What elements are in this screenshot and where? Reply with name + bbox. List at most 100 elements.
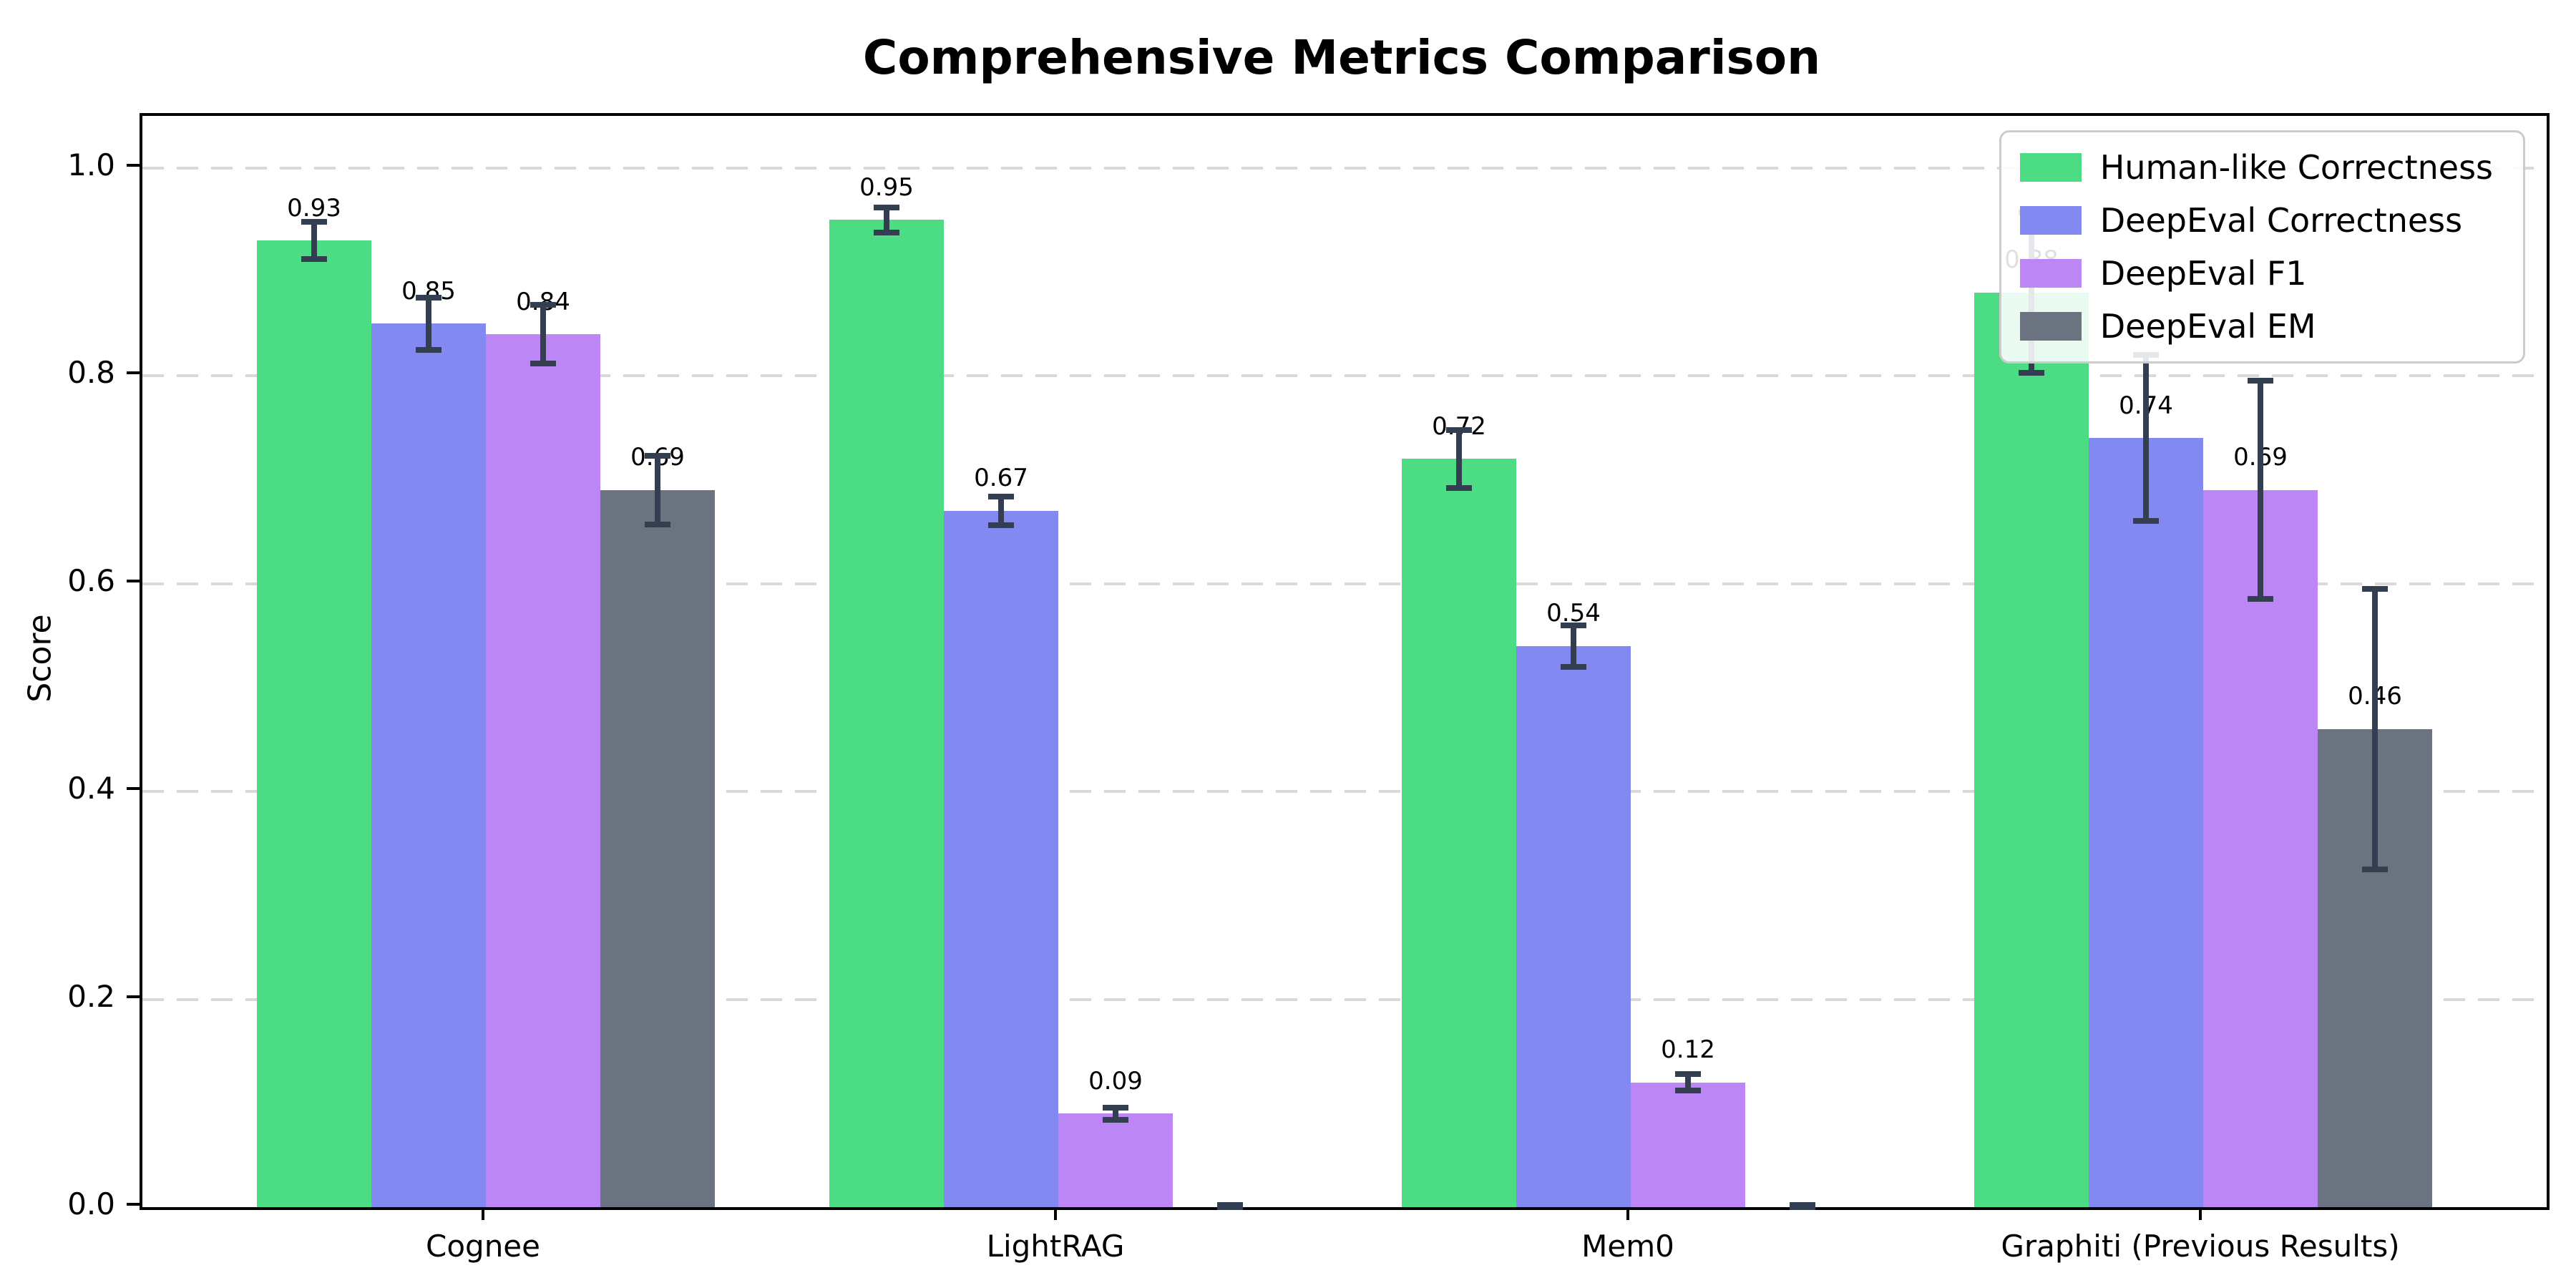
error-bar-cap-bottom bbox=[1561, 663, 1586, 670]
bar-human-like-correctness-mem0 bbox=[1402, 459, 1516, 1207]
error-bar-line bbox=[1685, 1074, 1691, 1091]
bar-human-like-correctness-lightrag bbox=[829, 220, 944, 1207]
error-bar-cap-top bbox=[301, 219, 327, 225]
error-bar-cap-top bbox=[530, 302, 556, 308]
error-bar-cap-bottom bbox=[1103, 1117, 1128, 1123]
bar-human-like-correctness-graphiti-previous-results bbox=[1974, 292, 2089, 1207]
chart-title: Comprehensive Metrics Comparison bbox=[862, 30, 1821, 85]
error-bar-line bbox=[884, 207, 889, 233]
error-bar-cap-top bbox=[645, 452, 670, 459]
legend-label: DeepEval EM bbox=[2099, 307, 2316, 346]
y-tick-label: 1.0 bbox=[67, 147, 115, 182]
y-tick-mark bbox=[127, 787, 140, 791]
error-bar-cap-top bbox=[1446, 426, 1472, 433]
error-bar-line bbox=[2143, 355, 2149, 522]
x-tick-mark bbox=[2199, 1207, 2202, 1220]
y-tick-mark bbox=[127, 163, 140, 167]
error-bar-cap-bottom bbox=[2133, 518, 2159, 525]
legend-label: DeepEval F1 bbox=[2099, 254, 2307, 293]
error-bar-line bbox=[2258, 381, 2263, 600]
error-bar-line bbox=[998, 496, 1004, 526]
y-tick-label: 0.2 bbox=[67, 978, 115, 1014]
gridline-0.6 bbox=[142, 582, 2547, 585]
value-label-human-like-correctness-cognee: 0.93 bbox=[287, 193, 341, 223]
gridline-0.8 bbox=[142, 374, 2547, 378]
value-label-human-like-correctness-lightrag: 0.95 bbox=[859, 172, 914, 202]
y-axis: 0.0 0.2 0.4 0.6 0.8 1.0 bbox=[0, 113, 140, 1221]
y-tick-mark bbox=[127, 995, 140, 998]
bar-human-like-correctness-cognee bbox=[257, 240, 371, 1207]
gridline-0.4 bbox=[142, 790, 2547, 794]
error-bar-cap-top bbox=[1675, 1071, 1701, 1078]
y-tick-label: 0.4 bbox=[67, 771, 115, 806]
bar-deepeval-f1-mem0 bbox=[1631, 1082, 1745, 1207]
legend-item-deepeval-em: DeepEval EM bbox=[2019, 307, 2493, 346]
error-bar-line bbox=[2372, 588, 2378, 869]
bar-deepeval-f1-cognee bbox=[486, 334, 600, 1207]
error-bar-cap-bottom bbox=[2362, 866, 2388, 872]
error-bar-cap-bottom bbox=[2248, 596, 2273, 602]
y-tick-label: 0.8 bbox=[67, 355, 115, 391]
error-bar-cap-top bbox=[2248, 378, 2273, 384]
y-tick-mark bbox=[127, 371, 140, 375]
bar-deepeval-correctness-graphiti-previous-results bbox=[2089, 438, 2203, 1207]
error-bar-cap-bottom bbox=[1675, 1088, 1701, 1094]
y-tick-label: 0.6 bbox=[67, 562, 115, 598]
legend-item-deepeval-correctness: DeepEval Correctness bbox=[2019, 201, 2493, 240]
x-tick-label-graphiti-previous-results: Graphiti (Previous Results) bbox=[2001, 1229, 2400, 1264]
y-tick-label: 0.0 bbox=[67, 1186, 115, 1221]
error-bar-cap-bottom bbox=[1217, 1204, 1243, 1210]
error-bar-cap-top bbox=[2362, 585, 2388, 592]
legend-label: Human-like Correctness bbox=[2099, 148, 2493, 187]
error-bar-cap-top bbox=[988, 493, 1014, 499]
legend-swatch-human-like-correctness bbox=[2019, 153, 2082, 182]
error-bar-cap-bottom bbox=[874, 229, 899, 235]
error-bar-line bbox=[540, 305, 546, 364]
error-bar-cap-top bbox=[1561, 622, 1586, 628]
value-label-deepeval-f1-mem0: 0.12 bbox=[1661, 1035, 1715, 1065]
bar-deepeval-correctness-cognee bbox=[371, 323, 486, 1207]
error-bar-cap-bottom bbox=[1790, 1204, 1815, 1210]
x-tick-label-mem0: Mem0 bbox=[1581, 1229, 1674, 1264]
error-bar-cap-bottom bbox=[416, 346, 441, 353]
legend-item-deepeval-f1: DeepEval F1 bbox=[2019, 254, 2493, 293]
error-bar-line bbox=[426, 298, 431, 350]
legend: Human-like Correctness DeepEval Correctne… bbox=[1999, 130, 2525, 364]
value-label-deepeval-f1-lightrag: 0.09 bbox=[1088, 1066, 1143, 1096]
y-tick-mark bbox=[127, 579, 140, 582]
error-bar-cap-bottom bbox=[988, 522, 1014, 529]
value-label-deepeval-correctness-lightrag: 0.67 bbox=[974, 464, 1028, 493]
legend-swatch-deepeval-correctness bbox=[2019, 206, 2082, 235]
error-bar-cap-bottom bbox=[645, 521, 670, 527]
legend-swatch-deepeval-em bbox=[2019, 312, 2082, 341]
x-axis: Cognee LightRAG Mem0 Graphiti (Previous Res… bbox=[140, 1207, 2544, 1286]
error-bar-cap-bottom bbox=[2019, 369, 2044, 376]
error-bar-cap-top bbox=[416, 295, 441, 301]
error-bar-line bbox=[1456, 429, 1462, 488]
error-bar-cap-top bbox=[1103, 1104, 1128, 1111]
error-bar-cap-top bbox=[874, 204, 899, 210]
error-bar-line bbox=[311, 222, 317, 260]
bar-deepeval-f1-lightrag bbox=[1058, 1113, 1173, 1207]
gridline-1.0 bbox=[142, 166, 2547, 170]
bar-deepeval-f1-graphiti-previous-results bbox=[2203, 489, 2318, 1207]
y-tick-mark bbox=[127, 1203, 140, 1206]
error-bar-cap-bottom bbox=[1446, 484, 1472, 491]
bar-deepeval-correctness-mem0 bbox=[1516, 645, 1631, 1207]
error-bar-line bbox=[655, 455, 660, 525]
x-tick-mark bbox=[1626, 1207, 1629, 1220]
gridline-0.2 bbox=[142, 997, 2547, 1001]
legend-swatch-deepeval-f1 bbox=[2019, 259, 2082, 288]
bar-deepeval-correctness-lightrag bbox=[943, 510, 1058, 1207]
x-tick-label-lightrag: LightRAG bbox=[986, 1229, 1125, 1264]
error-bar-line bbox=[1113, 1107, 1118, 1120]
error-bar-cap-bottom bbox=[301, 256, 327, 263]
error-bar-cap-bottom bbox=[530, 360, 556, 366]
legend-item-human-like-correctness: Human-like Correctness bbox=[2019, 148, 2493, 187]
error-bar-line bbox=[1571, 625, 1576, 667]
bar-deepeval-em-cognee bbox=[600, 489, 715, 1207]
x-tick-mark bbox=[1054, 1207, 1057, 1220]
x-tick-label-cognee: Cognee bbox=[426, 1229, 540, 1264]
legend-label: DeepEval Correctness bbox=[2099, 201, 2463, 240]
